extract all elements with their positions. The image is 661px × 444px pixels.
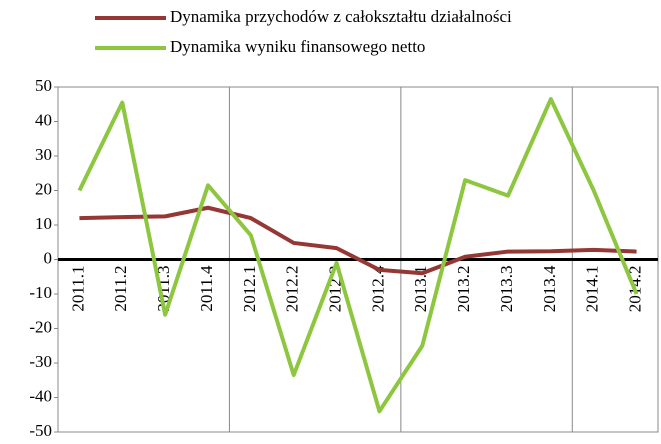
y-tick-label: -20 <box>29 317 52 336</box>
x-tick-label: 2013.3 <box>497 266 516 313</box>
x-tick-label: 2012.2 <box>283 266 302 313</box>
y-tick-label: -40 <box>29 386 52 405</box>
y-tick-label: 10 <box>35 214 52 233</box>
legend-label: Dynamika wyniku finansowego netto <box>170 37 425 56</box>
y-tick-label: -30 <box>29 352 52 371</box>
y-tick-label: 0 <box>44 248 53 267</box>
x-tick-label: 2012.1 <box>240 266 259 313</box>
x-tick-label: 2013.4 <box>540 265 559 312</box>
y-tick-label: 40 <box>35 110 52 129</box>
y-tick-label: 30 <box>35 145 52 164</box>
y-tick-label: 50 <box>35 76 52 95</box>
legend-label: Dynamika przychodów z całokształtu dział… <box>170 7 512 26</box>
x-tick-label: 2013.1 <box>411 266 430 313</box>
x-tick-label: 2014.1 <box>583 266 602 313</box>
x-tick-label: 2011.1 <box>68 266 87 312</box>
y-tick-label: -50 <box>29 421 52 439</box>
x-tick-label: 2013.2 <box>454 266 473 313</box>
x-tick-label: 2012.4 <box>368 265 387 312</box>
series-line <box>79 205 637 276</box>
x-tick-label: 2011.2 <box>111 266 130 312</box>
y-tick-label: -10 <box>29 283 52 302</box>
series-line <box>77 97 639 414</box>
y-tick-label: 20 <box>35 179 52 198</box>
x-tick-label: 2011.4 <box>197 265 216 312</box>
